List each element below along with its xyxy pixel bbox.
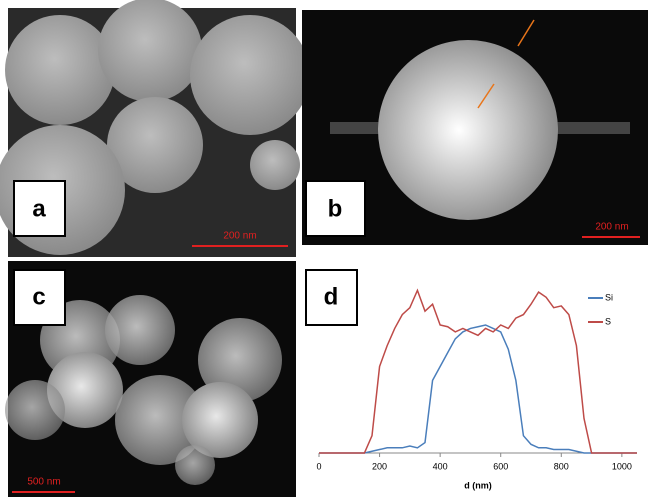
x-tick-label: 0 bbox=[316, 461, 321, 471]
series-line bbox=[319, 290, 637, 453]
panel-label: c bbox=[32, 283, 45, 310]
scale-bar-label: 500 nm bbox=[27, 477, 60, 488]
panel-label: d bbox=[324, 283, 339, 310]
panel-label: a bbox=[32, 195, 46, 222]
x-tick-label: 1000 bbox=[612, 461, 632, 471]
panel-label: b bbox=[328, 195, 343, 222]
scale-bar-label: 200 nm bbox=[223, 231, 256, 242]
legend-label: Si bbox=[605, 292, 613, 302]
panel-c-image: c 500 nm bbox=[5, 261, 296, 497]
x-axis-label: d (nm) bbox=[464, 480, 492, 490]
panel-b-image: b 200 nm bbox=[302, 10, 648, 245]
figure: a 200 nm b 200 nm c 500 nm d d (nm) 0 200… bbox=[0, 0, 656, 499]
x-tick-label: 400 bbox=[433, 461, 448, 471]
panel-d-chart: d d (nm) 0 200 400 600 800 1000 Si S bbox=[306, 270, 637, 490]
panel-a-image: a 200 nm bbox=[0, 0, 310, 257]
x-tick-label: 800 bbox=[554, 461, 569, 471]
x-tick-label: 200 bbox=[372, 461, 387, 471]
scale-bar-label: 200 nm bbox=[595, 222, 628, 233]
x-tick-label: 600 bbox=[493, 461, 508, 471]
legend-label: S bbox=[605, 316, 611, 326]
series-line bbox=[319, 325, 637, 453]
